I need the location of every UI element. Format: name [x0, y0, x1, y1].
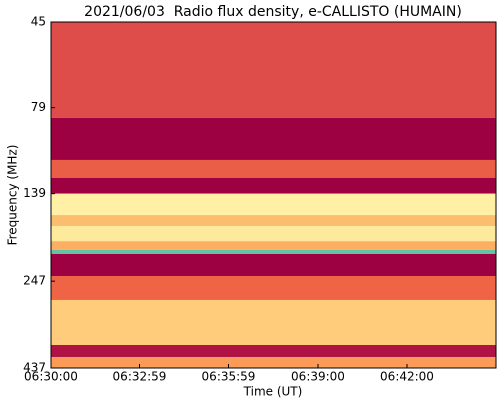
spectrum-band: [51, 344, 496, 357]
spectrum-band: [51, 241, 496, 250]
spectrum-band: [51, 117, 496, 160]
y-axis-label: Frequency (MHz): [6, 145, 20, 246]
y-tick-label: 45: [31, 15, 46, 29]
plot-area: [51, 22, 496, 368]
spectrum-band: [51, 22, 496, 118]
y-tick-label: 437: [23, 361, 46, 375]
plot-frame: [50, 21, 497, 369]
spectrum-band: [51, 249, 496, 254]
spectrum-band: [51, 276, 496, 300]
spectrum-band: [51, 253, 496, 277]
y-tick-label: 79: [31, 100, 46, 114]
chart-title: 2021/06/03 Radio flux density, e-CALLIST…: [84, 4, 462, 20]
spectrum-band: [51, 299, 496, 345]
x-tick-label: 06:39:00: [291, 370, 345, 384]
y-tick-label: 139: [23, 186, 46, 200]
x-axis-label: Time (UT): [243, 385, 303, 399]
x-tick-label: 06:30:00: [24, 370, 78, 384]
y-tick-label: 247: [23, 274, 46, 288]
spectrum-band: [51, 159, 496, 178]
spectrum-band: [51, 193, 496, 216]
x-tick-label: 06:42:00: [380, 370, 434, 384]
spectrum-band: [51, 226, 496, 242]
spectrum-band: [51, 177, 496, 194]
spectrum-band: [51, 215, 496, 227]
x-tick-label: 06:32:59: [113, 370, 167, 384]
x-tick-label: 06:35:59: [202, 370, 256, 384]
spectrum-band: [51, 356, 496, 368]
